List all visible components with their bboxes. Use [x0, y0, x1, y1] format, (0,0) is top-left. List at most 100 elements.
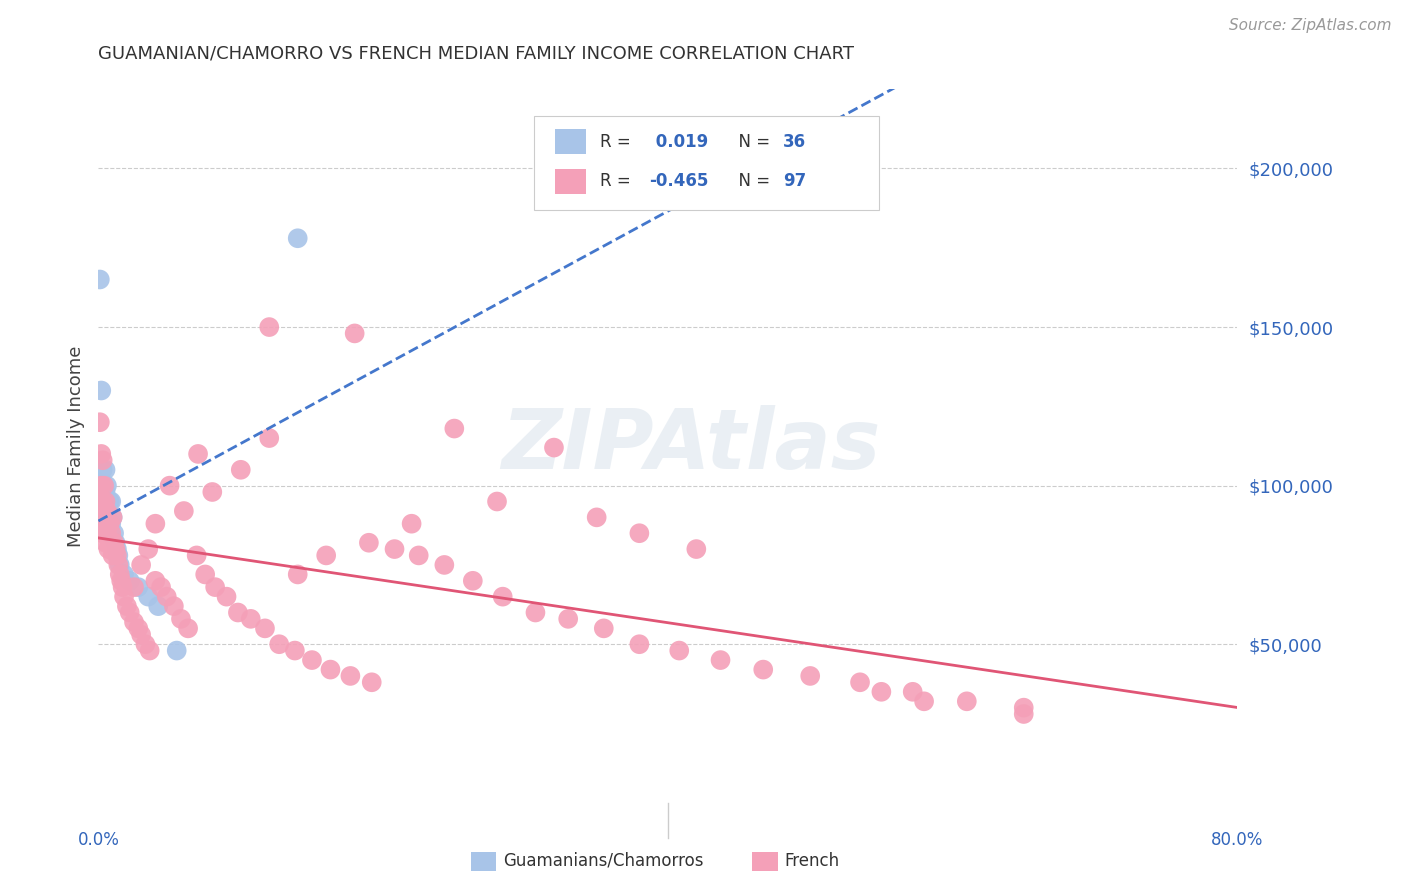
Point [752, 663, 775, 677]
Text: R =: R = [600, 133, 637, 151]
Point [156, 590, 179, 604]
Point [118, 606, 141, 620]
Point [592, 621, 614, 635]
Point [138, 643, 160, 657]
Point [799, 669, 821, 683]
Point [339, 669, 361, 683]
Point [401, 516, 423, 531]
Point [408, 549, 430, 563]
Point [287, 231, 309, 245]
Point [186, 549, 208, 563]
Point [100, 516, 122, 531]
Point [101, 549, 124, 563]
Point [163, 599, 186, 614]
Point [94, 500, 117, 515]
Point [96, 478, 118, 492]
Point [105, 549, 128, 563]
Point [91, 526, 114, 541]
Point [122, 580, 145, 594]
Point [585, 510, 607, 524]
Point [166, 643, 188, 657]
Point [145, 574, 167, 588]
Point [461, 574, 484, 588]
Point [319, 663, 342, 677]
Text: -0.465: -0.465 [650, 172, 709, 190]
Text: R =: R = [600, 172, 637, 190]
Point [301, 653, 323, 667]
Point [384, 542, 406, 557]
Text: Source: ZipAtlas.com: Source: ZipAtlas.com [1229, 18, 1392, 33]
Point [93, 478, 115, 492]
Point [94, 494, 117, 508]
Point [91, 463, 114, 477]
Point [90, 494, 112, 508]
Point [90, 447, 112, 461]
Point [89, 478, 111, 492]
Point [136, 590, 159, 604]
Point [360, 675, 382, 690]
Point [215, 590, 238, 604]
Point [97, 516, 120, 531]
Point [94, 535, 117, 549]
Point [127, 621, 149, 635]
Point [127, 580, 149, 594]
Point [91, 504, 114, 518]
Point [253, 621, 276, 635]
Point [443, 421, 465, 435]
Point [96, 494, 118, 508]
Text: 0.019: 0.019 [650, 133, 707, 151]
Point [98, 535, 121, 549]
Point [229, 463, 252, 477]
Point [870, 685, 893, 699]
Point [98, 516, 121, 531]
Point [259, 320, 281, 334]
Point [94, 516, 117, 531]
Point [104, 535, 127, 549]
Point [105, 542, 128, 557]
Point [103, 535, 125, 549]
Point [94, 485, 117, 500]
Point [912, 694, 935, 708]
Point [89, 494, 111, 508]
Text: N =: N = [728, 172, 776, 190]
Text: N =: N = [728, 133, 776, 151]
Point [108, 558, 131, 572]
Point [150, 580, 173, 594]
Point [486, 494, 509, 508]
Point [90, 478, 112, 492]
Point [134, 637, 156, 651]
Point [269, 637, 291, 651]
Point [226, 606, 249, 620]
Point [187, 447, 209, 461]
Point [849, 675, 872, 690]
Point [91, 494, 114, 508]
Point [492, 590, 515, 604]
Text: 97: 97 [783, 172, 807, 190]
Point [108, 567, 131, 582]
Text: French: French [785, 852, 839, 870]
Point [524, 606, 547, 620]
Point [122, 615, 145, 629]
Point [136, 542, 159, 557]
Point [96, 510, 118, 524]
Point [433, 558, 456, 572]
Point [628, 637, 651, 651]
Point [284, 643, 307, 657]
Point [112, 567, 135, 582]
Point [239, 612, 262, 626]
Point [709, 653, 731, 667]
Point [89, 272, 111, 286]
Point [107, 558, 129, 572]
Point [93, 494, 115, 508]
Point [259, 431, 281, 445]
Point [100, 526, 122, 541]
Point [901, 685, 924, 699]
Point [1012, 706, 1035, 721]
Point [98, 526, 121, 541]
Point [343, 326, 366, 341]
Point [94, 463, 117, 477]
Point [287, 567, 309, 582]
Point [170, 612, 193, 626]
Point [104, 542, 127, 557]
Text: 0.0%: 0.0% [77, 831, 120, 849]
